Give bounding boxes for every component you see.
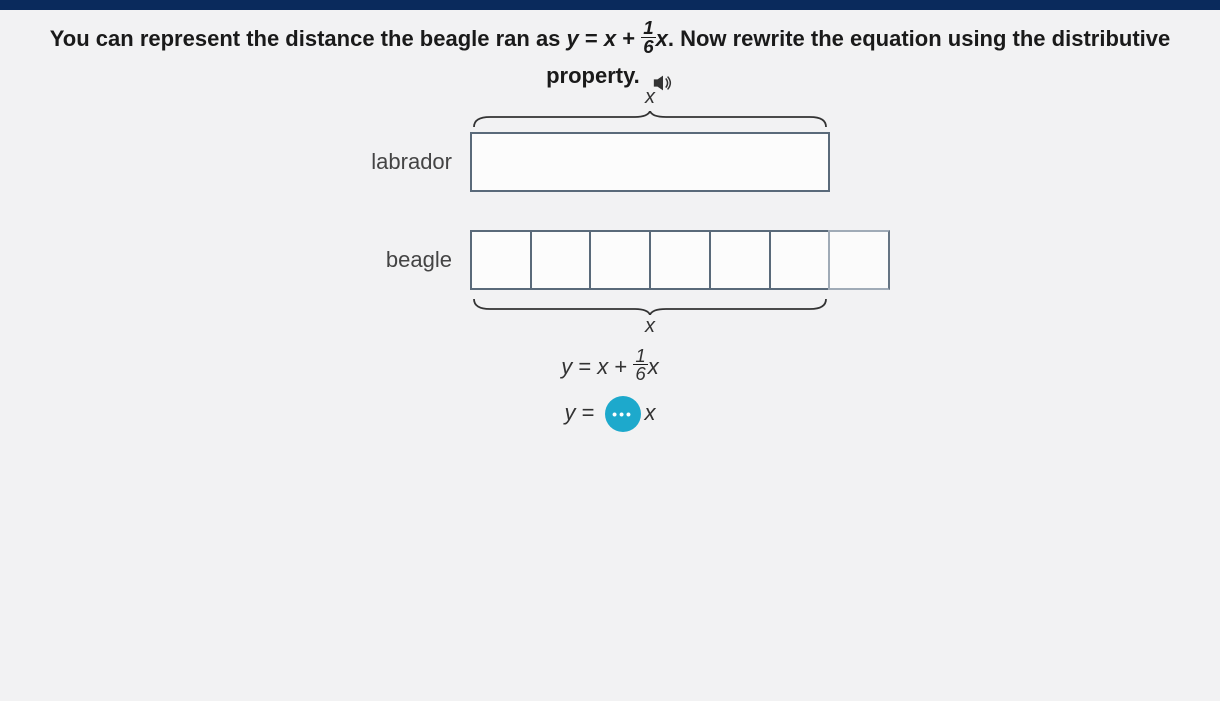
- equation-block: y = x + 16x y = •••x: [20, 350, 1200, 433]
- frac-denominator: 6: [641, 38, 655, 56]
- prompt-x: x: [604, 26, 616, 51]
- eq2-eq: =: [575, 400, 600, 425]
- brace-top-icon: [470, 111, 830, 129]
- beagle-cell: [530, 230, 590, 290]
- prompt-part1: You can represent the distance the beagl…: [50, 26, 567, 51]
- eq1-x: x: [597, 354, 608, 379]
- beagle-label: beagle: [330, 247, 470, 273]
- eq1-x2: x: [648, 354, 659, 379]
- eq2-y: y: [564, 400, 575, 425]
- prompt-eq: =: [579, 26, 604, 51]
- bottom-brace-label: x: [470, 315, 830, 338]
- frac-numerator: 1: [641, 19, 655, 38]
- prompt-y: y: [567, 26, 579, 51]
- beagle-cell: [769, 230, 829, 290]
- eq1-eq: =: [572, 354, 597, 379]
- brace-bottom-icon: [470, 297, 830, 315]
- beagle-cell-extra: [828, 230, 890, 290]
- eq2-x: x: [645, 400, 656, 425]
- equation-line-1: y = x + 16x: [20, 350, 1200, 387]
- prompt-plus: +: [616, 26, 641, 51]
- prompt-fraction: 16: [641, 19, 655, 56]
- beagle-row: beagle x: [330, 230, 890, 290]
- equation-line-2: y = •••x: [20, 396, 1200, 432]
- eq1-plus: +: [608, 354, 633, 379]
- labrador-bar: [470, 132, 830, 192]
- header-bar: [0, 0, 1220, 10]
- beagle-cell: [470, 230, 530, 290]
- top-brace-label: x: [470, 86, 830, 109]
- lesson-content: You can represent the distance the beagl…: [0, 10, 1220, 454]
- labrador-bar-wrap: x: [470, 132, 890, 192]
- beagle-cell: [589, 230, 649, 290]
- question-prompt: You can represent the distance the beagl…: [20, 22, 1200, 92]
- audio-icon[interactable]: [652, 68, 674, 86]
- labrador-label: labrador: [330, 149, 470, 175]
- labrador-row: labrador x: [330, 132, 890, 192]
- prompt-x2: x: [656, 26, 668, 51]
- answer-input-blank[interactable]: •••: [605, 396, 641, 432]
- eq1-y: y: [561, 354, 572, 379]
- eq1-fraction: 16: [633, 347, 647, 384]
- beagle-bar-wrap: x: [470, 230, 890, 290]
- beagle-cell: [649, 230, 709, 290]
- beagle-cell: [709, 230, 769, 290]
- beagle-bar: [470, 230, 890, 290]
- tape-diagram: labrador x beagle: [330, 132, 890, 290]
- top-brace: x: [470, 86, 830, 129]
- bottom-brace: x: [470, 297, 830, 340]
- eq1-frac-den: 6: [633, 365, 647, 383]
